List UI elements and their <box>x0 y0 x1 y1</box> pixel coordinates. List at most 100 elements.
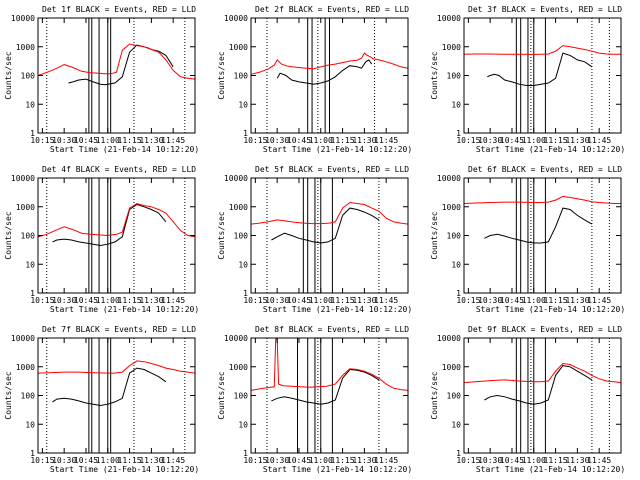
y-tick-label: 1 <box>30 289 35 298</box>
x-tick-label: 11:00 <box>309 296 333 305</box>
x-axis-label: Start Time (21-Feb-14 10:12:20) <box>263 145 412 154</box>
y-tick-label: 1 <box>456 129 461 138</box>
y-axis-label: Counts/sec <box>4 211 13 259</box>
x-tick-label: 11:30 <box>139 296 163 305</box>
y-tick-label: 1000 <box>229 363 248 372</box>
y-tick-label: 10 <box>238 420 248 429</box>
events-series-line <box>52 367 167 407</box>
x-tick-label: 11:15 <box>544 456 568 465</box>
y-axis-label: Counts/sec <box>217 211 226 259</box>
y-tick-label: 10000 <box>11 14 35 23</box>
y-tick-label: 1 <box>30 449 35 458</box>
x-tick-label: 11:00 <box>522 136 546 145</box>
panel-title: Det 7f BLACK = Events, RED = LLD <box>42 325 196 334</box>
x-tick-label: 11:30 <box>352 456 376 465</box>
x-axis-label: Start Time (21-Feb-14 10:12:20) <box>50 145 199 154</box>
y-tick-label: 1 <box>243 449 248 458</box>
x-tick-label: 11:15 <box>544 296 568 305</box>
y-tick-label: 1000 <box>16 43 35 52</box>
x-tick-label: 11:30 <box>352 136 376 145</box>
panel-title: Det 4f BLACK = Events, RED = LLD <box>42 165 196 174</box>
y-tick-label: 1000 <box>442 43 461 52</box>
x-tick-label: 11:45 <box>374 296 398 305</box>
x-tick-label: 10:30 <box>52 456 76 465</box>
x-tick-label: 11:15 <box>331 456 355 465</box>
y-tick-label: 1000 <box>229 203 248 212</box>
y-tick-label: 10000 <box>11 334 35 343</box>
y-tick-label: 100 <box>21 232 36 241</box>
x-tick-label: 11:30 <box>139 136 163 145</box>
lld-series-line <box>37 202 196 238</box>
x-tick-label: 11:00 <box>522 456 546 465</box>
x-tick-label: 11:15 <box>118 136 142 145</box>
y-tick-label: 1000 <box>442 203 461 212</box>
x-tick-label: 11:15 <box>118 296 142 305</box>
x-tick-label: 11:45 <box>587 296 611 305</box>
x-axis-label: Start Time (21-Feb-14 10:12:20) <box>263 465 412 474</box>
x-tick-label: 11:45 <box>161 456 185 465</box>
y-tick-label: 10000 <box>224 334 248 343</box>
panel-8: Det 8f BLACK = Events, RED = LLD 1 10 100 10… <box>217 325 412 474</box>
events-series-line <box>52 203 167 247</box>
y-tick-label: 100 <box>21 72 36 81</box>
x-tick-label: 10:45 <box>500 456 524 465</box>
events-series-line <box>487 52 593 86</box>
plot-frame <box>463 17 622 134</box>
x-tick-label: 10:45 <box>500 296 524 305</box>
x-tick-label: 10:45 <box>287 296 311 305</box>
panel-title: Det 6f BLACK = Events, RED = LLD <box>468 165 622 174</box>
x-tick-label: 11:45 <box>374 136 398 145</box>
y-tick-label: 10 <box>451 420 461 429</box>
y-tick-label: 100 <box>447 392 462 401</box>
y-tick-label: 1000 <box>442 363 461 372</box>
plot-frame <box>250 337 409 454</box>
lld-series-line <box>37 360 196 374</box>
panel-9: Det 9f BLACK = Events, RED = LLD 1 10 100 10… <box>430 325 625 474</box>
y-tick-label: 1000 <box>229 43 248 52</box>
panel-3: Det 3f BLACK = Events, RED = LLD 1 10 100 10… <box>430 5 625 154</box>
y-tick-label: 10000 <box>437 334 461 343</box>
y-tick-label: 1 <box>30 129 35 138</box>
x-tick-label: 11:30 <box>352 296 376 305</box>
y-tick-label: 1 <box>456 449 461 458</box>
x-tick-label: 11:00 <box>96 456 120 465</box>
y-axis-label: Counts/sec <box>4 371 13 419</box>
x-tick-label: 10:30 <box>52 296 76 305</box>
x-tick-label: 10:15 <box>30 456 54 465</box>
plot-frame <box>37 337 196 454</box>
x-tick-label: 10:45 <box>500 136 524 145</box>
x-tick-label: 11:45 <box>587 136 611 145</box>
plot-frame <box>250 177 409 294</box>
x-tick-label: 10:30 <box>265 456 289 465</box>
x-tick-label: 11:30 <box>139 456 163 465</box>
x-tick-label: 10:15 <box>243 296 267 305</box>
y-tick-label: 1 <box>456 289 461 298</box>
y-tick-label: 10 <box>25 260 35 269</box>
y-tick-label: 10 <box>25 100 35 109</box>
x-tick-label: 11:15 <box>544 136 568 145</box>
x-tick-label: 10:15 <box>243 136 267 145</box>
lld-series-line <box>250 52 409 75</box>
y-tick-label: 10000 <box>437 174 461 183</box>
y-tick-label: 1 <box>243 129 248 138</box>
y-tick-label: 100 <box>447 232 462 241</box>
panel-title: Det 9f BLACK = Events, RED = LLD <box>468 325 622 334</box>
x-tick-label: 11:15 <box>331 136 355 145</box>
y-tick-label: 10000 <box>437 14 461 23</box>
x-tick-label: 11:30 <box>565 136 589 145</box>
plot-frame <box>37 17 196 134</box>
x-axis-label: Start Time (21-Feb-14 10:12:20) <box>476 465 625 474</box>
x-tick-label: 11:15 <box>118 456 142 465</box>
x-axis-label: Start Time (21-Feb-14 10:12:20) <box>476 305 625 314</box>
y-tick-label: 100 <box>234 392 249 401</box>
events-series-line <box>484 365 593 405</box>
panel-title: Det 2f BLACK = Events, RED = LLD <box>255 5 409 14</box>
y-tick-label: 100 <box>447 72 462 81</box>
panel-title: Det 5f BLACK = Events, RED = LLD <box>255 165 409 174</box>
plot-frame <box>37 177 196 294</box>
x-axis-label: Start Time (21-Feb-14 10:12:20) <box>50 305 199 314</box>
x-tick-label: 10:30 <box>478 136 502 145</box>
y-tick-label: 10 <box>25 420 35 429</box>
y-axis-label: Counts/sec <box>430 371 439 419</box>
